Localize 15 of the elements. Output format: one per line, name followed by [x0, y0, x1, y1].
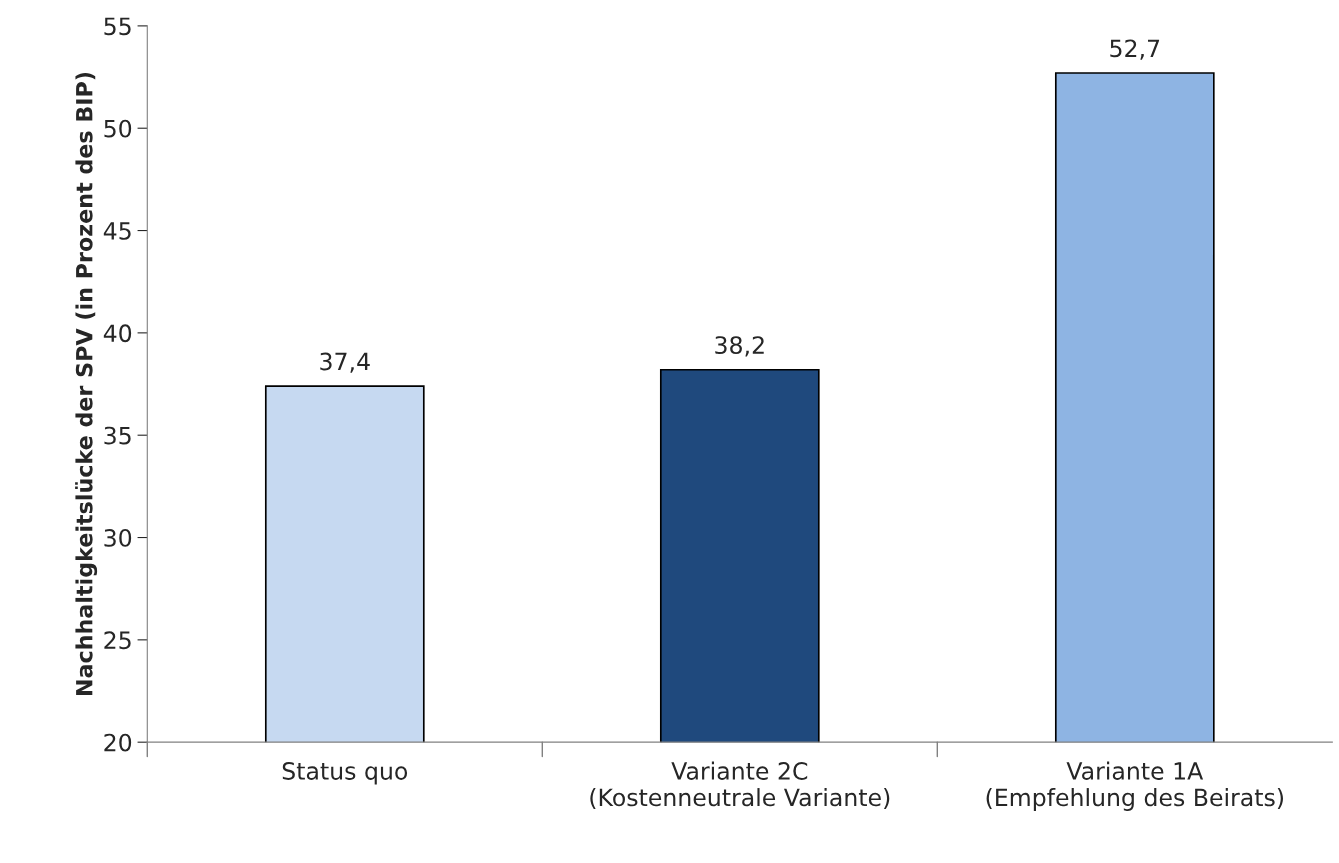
y-tick-label: 45: [103, 222, 131, 240]
y-tick-label: 35: [104, 426, 131, 445]
x-tick-label: Status quo: [282, 762, 408, 785]
x-tick-label: Variante 2C (Kostenneutrale Variante): [590, 761, 890, 810]
data-label: 52,7: [1110, 39, 1160, 60]
data-label: 38,2: [715, 336, 764, 357]
y-tick-label: 50: [104, 119, 132, 138]
x-tick-label: Variante 1A (Empfehlung des Beirats): [986, 761, 1283, 811]
y-tick-label: 55: [104, 17, 131, 36]
y-tick-label: 30: [104, 528, 132, 547]
y-tick-label: 40: [103, 324, 132, 343]
data-label: 37,4: [320, 352, 370, 373]
y-tick-label: 20: [104, 733, 132, 752]
y-axis-title: Nachhaltigkeitslücke der SPV (in Prozent des BIP): [75, 72, 98, 696]
y-tick-label: 25: [104, 631, 131, 650]
